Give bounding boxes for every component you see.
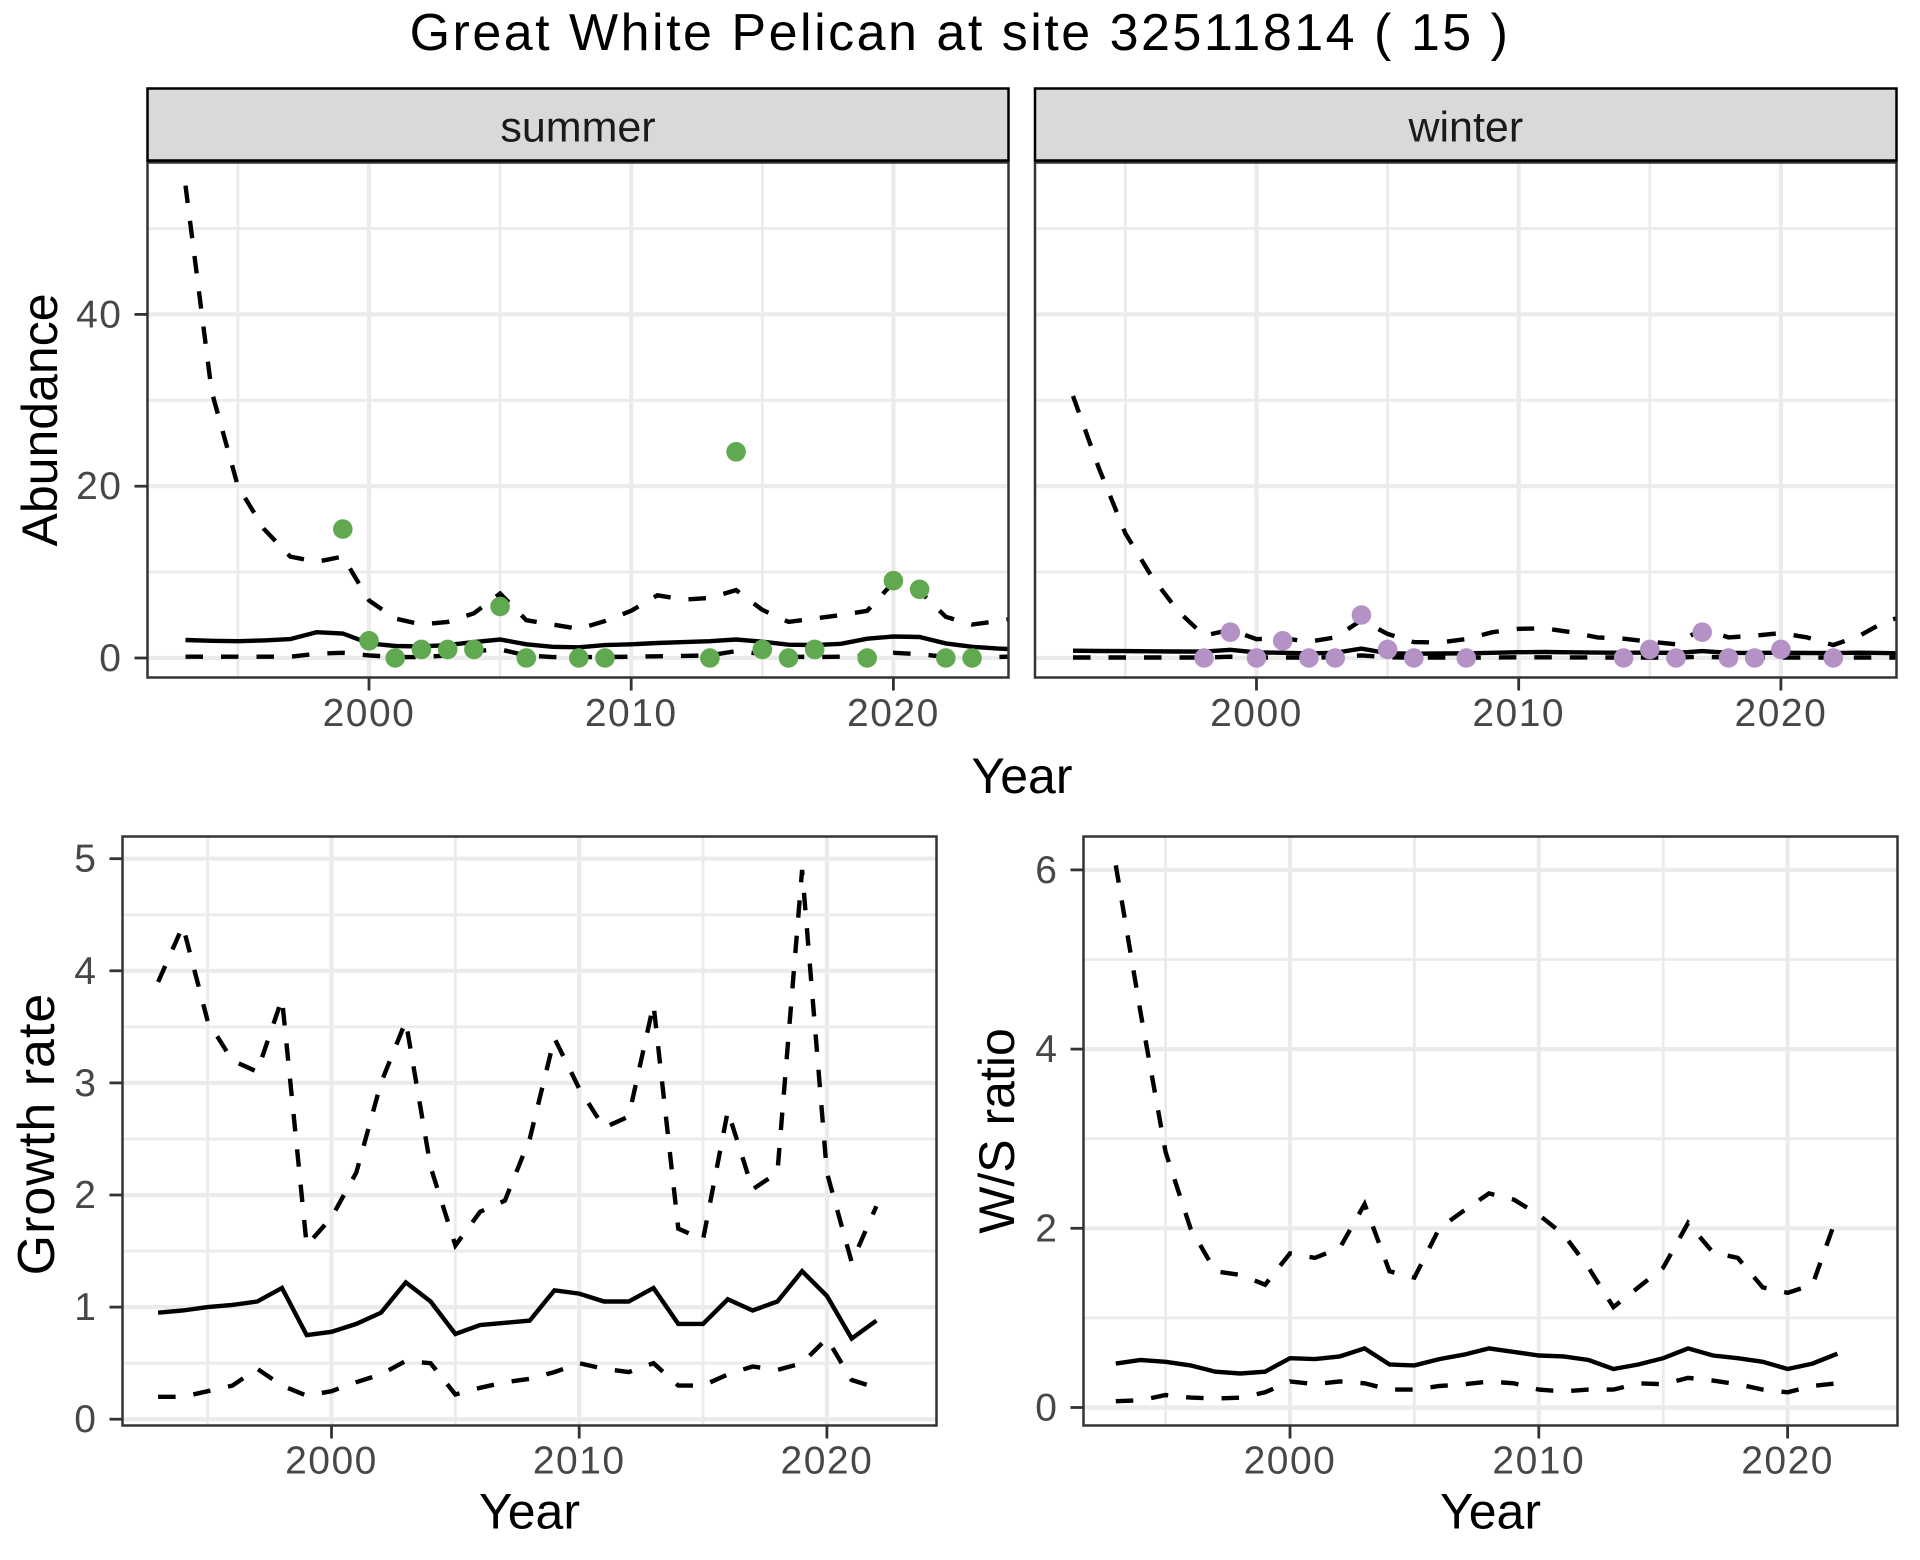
svg-text:Year: Year: [479, 1484, 580, 1540]
svg-text:2: 2: [1035, 1207, 1058, 1250]
svg-text:Great White Pelican at site 32: Great White Pelican at site 32511814 ( 1…: [410, 4, 1511, 62]
svg-text:Year: Year: [971, 748, 1072, 804]
svg-text:2000: 2000: [1210, 692, 1303, 735]
svg-text:4: 4: [74, 950, 97, 993]
svg-text:2000: 2000: [1244, 1440, 1337, 1483]
svg-text:2010: 2010: [585, 692, 678, 735]
svg-text:6: 6: [1035, 849, 1058, 892]
svg-text:W/S ratio: W/S ratio: [969, 1028, 1025, 1234]
svg-text:summer: summer: [500, 104, 655, 152]
svg-text:2010: 2010: [1472, 692, 1565, 735]
svg-text:2020: 2020: [847, 692, 940, 735]
svg-text:2: 2: [74, 1174, 97, 1217]
svg-text:5: 5: [74, 838, 97, 881]
svg-text:Abundance: Abundance: [12, 293, 68, 546]
svg-text:Growth rate: Growth rate: [8, 993, 66, 1276]
svg-text:2010: 2010: [1492, 1440, 1585, 1483]
svg-text:3: 3: [74, 1062, 97, 1105]
svg-text:winter: winter: [1407, 104, 1523, 152]
svg-text:2010: 2010: [533, 1440, 626, 1483]
svg-text:2020: 2020: [781, 1440, 874, 1483]
svg-text:2020: 2020: [1741, 1440, 1834, 1483]
svg-text:4: 4: [1035, 1028, 1058, 1071]
svg-text:0: 0: [99, 637, 122, 680]
svg-text:40: 40: [76, 293, 122, 336]
svg-text:0: 0: [74, 1398, 97, 1441]
svg-text:0: 0: [1035, 1387, 1058, 1430]
svg-text:Year: Year: [1440, 1484, 1541, 1540]
svg-text:20: 20: [76, 465, 122, 508]
svg-text:2020: 2020: [1735, 692, 1828, 735]
svg-text:1: 1: [74, 1286, 97, 1329]
svg-text:2000: 2000: [323, 692, 416, 735]
svg-text:2000: 2000: [285, 1440, 378, 1483]
